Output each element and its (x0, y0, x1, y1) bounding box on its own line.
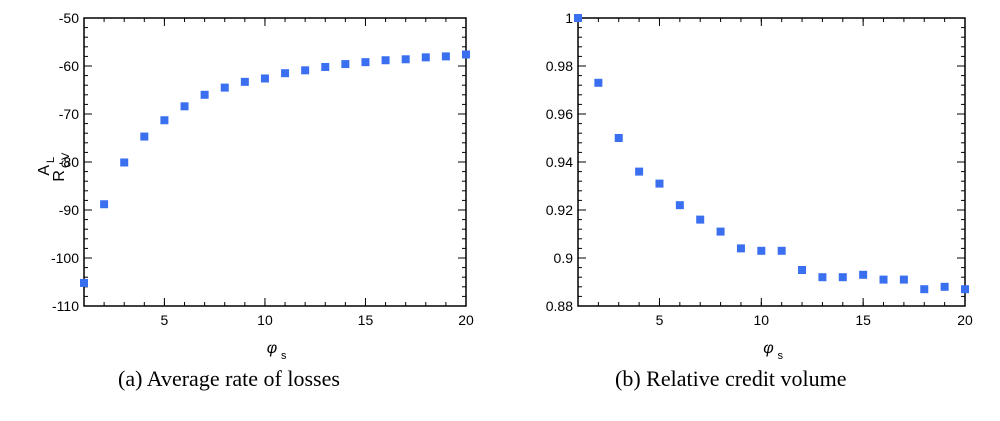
data-point (859, 270, 868, 279)
y-axis-label-subscript: L (45, 157, 57, 163)
y-axis-title: R CV (51, 152, 72, 182)
data-point (635, 167, 644, 176)
data-point (696, 215, 705, 224)
data-point (777, 246, 786, 255)
data-point (361, 58, 370, 67)
data-point (920, 285, 929, 294)
plot-frame (577, 17, 966, 307)
x-tick-label: 5 (161, 312, 169, 328)
data-point (462, 50, 470, 59)
y-tick-label: 0.98 (546, 58, 573, 74)
y-tick-label: -90 (59, 202, 79, 218)
x-tick-label: 10 (754, 312, 770, 328)
data-point (100, 200, 109, 209)
y-tick-label: 0.92 (546, 202, 573, 218)
data-point (899, 275, 908, 284)
data-point (341, 60, 350, 69)
data-point (140, 132, 149, 141)
data-point (180, 102, 189, 111)
y-axis-label-subscript: CV (60, 152, 72, 168)
data-point (798, 266, 807, 274)
data-point (321, 62, 330, 71)
chart-average-rate-of-losses: 5 10 15 20 -110 -100 -90 -80 -70 -60 -50 φ s AL (36, 10, 474, 360)
data-point (614, 134, 623, 142)
data-point (220, 83, 229, 92)
data-point (716, 227, 725, 236)
data-point (736, 244, 745, 253)
x-axis-label: φ (763, 340, 773, 357)
data-point (80, 278, 88, 287)
y-tick-label: -110 (52, 298, 79, 314)
data-point (961, 285, 969, 294)
data-point (301, 66, 310, 75)
y-axis-title: AL (36, 157, 57, 176)
y-tick-label: 0.96 (546, 106, 573, 122)
figure: 5 10 15 20-110-100-90-80-70-60-50φ sAL 5 10 15… (36, 10, 973, 360)
data-point (160, 116, 169, 125)
data-point (879, 275, 888, 284)
data-point (260, 74, 269, 83)
y-tick-label: 1 (565, 10, 573, 26)
data-point (281, 69, 290, 78)
data-point (240, 77, 249, 86)
caption-a: (a) Average rate of losses (118, 366, 340, 391)
y-axis-label: A (36, 165, 53, 176)
y-axis-label: R (51, 170, 68, 182)
data-point (818, 273, 827, 282)
x-tick-label: 5 (656, 312, 664, 328)
x-tick-label: 10 (257, 312, 273, 328)
data-point (655, 179, 664, 188)
x-tick-label: 15 (855, 312, 871, 328)
y-tick-label: 0.94 (546, 154, 573, 170)
data-point (675, 201, 684, 210)
x-axis-label-subscript: s (281, 350, 287, 360)
x-tick-label: 15 (358, 312, 374, 328)
y-tick-label: 0.88 (546, 298, 573, 314)
x-axis-label-subscript: s (778, 350, 784, 360)
y-tick-label: -50 (59, 10, 79, 26)
data-point (401, 55, 410, 64)
y-tick-label: -100 (51, 250, 79, 266)
x-tick-label: 20 (458, 312, 474, 328)
x-axis-label: φ (267, 340, 277, 357)
data-point (940, 282, 949, 291)
data-point (574, 14, 582, 22)
y-tick-label: -80 (59, 154, 79, 170)
y-tick-label: -70 (59, 106, 79, 122)
data-point (120, 158, 129, 167)
data-point (381, 56, 390, 65)
y-tick-label: -60 (59, 58, 79, 74)
data-point (594, 78, 603, 87)
data-point (421, 53, 430, 62)
data-point (757, 246, 766, 255)
data-point (200, 90, 209, 99)
y-tick-label: 0.9 (554, 250, 574, 266)
x-tick-label: 20 (957, 312, 973, 328)
data-point (838, 273, 847, 282)
caption-b: (b) Relative credit volume (615, 366, 847, 391)
data-point (441, 52, 450, 61)
